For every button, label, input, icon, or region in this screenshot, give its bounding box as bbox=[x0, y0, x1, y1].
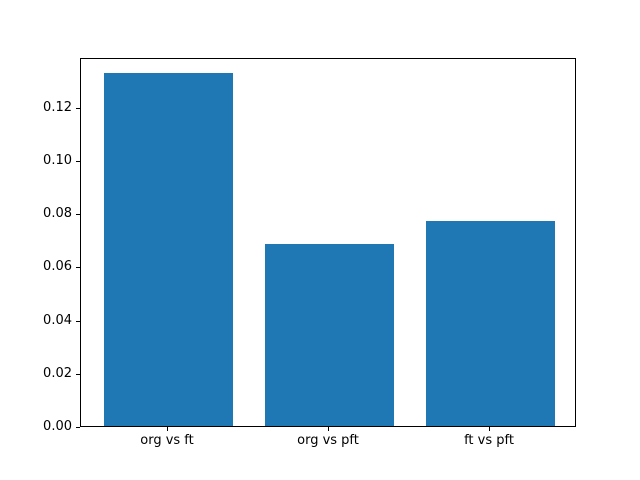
y-tick-mark bbox=[76, 321, 80, 322]
x-tick-label: ft vs pft bbox=[464, 433, 514, 448]
y-tick-label: 0.02 bbox=[43, 366, 72, 381]
bar-org-vs-pft bbox=[265, 244, 394, 426]
y-tick-mark bbox=[76, 374, 80, 375]
y-tick-label: 0.10 bbox=[43, 153, 72, 168]
x-tick-mark bbox=[167, 427, 168, 431]
y-tick-mark bbox=[76, 161, 80, 162]
y-tick-label: 0.04 bbox=[43, 313, 72, 328]
y-tick-label: 0.00 bbox=[43, 419, 72, 434]
x-tick-label: org vs ft bbox=[140, 433, 194, 448]
bar-ft-vs-pft bbox=[426, 221, 555, 426]
y-tick-mark bbox=[76, 214, 80, 215]
y-tick-label: 0.06 bbox=[43, 259, 72, 274]
y-tick-mark bbox=[76, 108, 80, 109]
y-tick-label: 0.12 bbox=[43, 100, 72, 115]
plot-area bbox=[80, 58, 576, 427]
bar-org-vs-ft bbox=[104, 73, 233, 426]
x-tick-mark bbox=[328, 427, 329, 431]
y-tick-label: 0.08 bbox=[43, 206, 72, 221]
x-tick-label: org vs pft bbox=[297, 433, 359, 448]
x-tick-mark bbox=[489, 427, 490, 431]
y-tick-mark bbox=[76, 427, 80, 428]
y-tick-mark bbox=[76, 267, 80, 268]
